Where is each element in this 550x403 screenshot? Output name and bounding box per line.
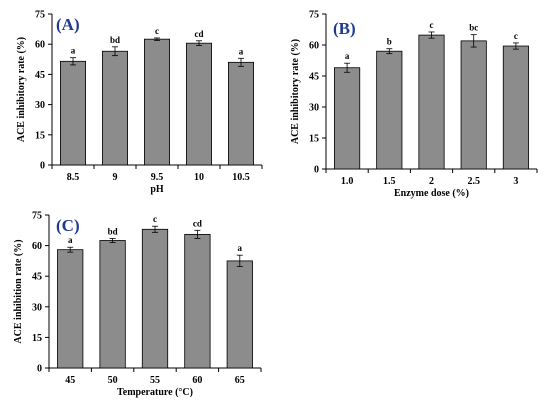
- y-tick-label: 30: [309, 103, 319, 114]
- bar: [60, 60, 87, 166]
- x-tick-label: 50: [108, 375, 118, 386]
- significance-label: a: [68, 235, 73, 245]
- x-axis-title: Temperature (°C): [117, 387, 193, 398]
- y-tick-label: 15: [309, 134, 319, 145]
- significance-label: cd: [195, 29, 204, 39]
- y-tick-label: 60: [32, 241, 42, 252]
- significance-label: c: [430, 20, 434, 30]
- bar: [334, 67, 361, 170]
- y-axis-title: ACE inhibitory rate (%): [290, 39, 301, 144]
- y-tick-label: 30: [32, 302, 42, 313]
- x-tick-label: 2: [429, 176, 434, 187]
- y-tick-label: 0: [40, 161, 45, 172]
- y-tick-label: 15: [35, 130, 45, 141]
- bar: [460, 40, 487, 170]
- significance-label: a: [345, 51, 350, 61]
- bar: [227, 61, 254, 166]
- significance-label: c: [153, 214, 157, 224]
- y-tick-label: 45: [32, 272, 42, 283]
- bar: [502, 45, 529, 170]
- x-tick-label: 65: [235, 375, 245, 386]
- y-tick-label: 45: [309, 72, 319, 83]
- x-tick-label: 10.5: [232, 172, 250, 183]
- bar: [143, 38, 170, 166]
- bar: [184, 233, 211, 369]
- x-tick-label: 8.5: [67, 172, 80, 183]
- y-tick-label: 15: [32, 333, 42, 344]
- x-tick-label: 9: [113, 172, 118, 183]
- x-tick-label: 10: [194, 172, 204, 183]
- x-tick-label: 1.5: [383, 176, 396, 187]
- chart-panel-3: 0 15 30 45 60 75 a 45 bd 50 c 55 cd 60 a 65 Temperature …: [13, 211, 262, 398]
- chart-panel-2: 0 15 30 45 60 75 a 1.0 b 1.5 c 2 bc 2.5 c 3 Enzyme dose …: [290, 10, 538, 199]
- bar: [57, 249, 84, 369]
- bar: [185, 42, 212, 166]
- y-tick-label: 75: [35, 10, 45, 21]
- significance-label: a: [71, 46, 76, 56]
- bar: [141, 228, 169, 369]
- y-tick-label: 0: [314, 165, 319, 176]
- panel-label: (B): [333, 19, 356, 38]
- x-tick-label: 9.5: [151, 172, 164, 183]
- significance-label: c: [155, 26, 159, 36]
- y-axis-title: ACE inhibition rate (%): [13, 239, 24, 343]
- x-tick-label: 3: [513, 176, 518, 187]
- y-tick-label: 60: [35, 40, 45, 51]
- x-tick-label: 1.0: [341, 176, 354, 187]
- significance-label: a: [238, 243, 243, 253]
- bar: [99, 240, 126, 369]
- panel-label: (C): [56, 216, 80, 235]
- bar: [376, 50, 403, 170]
- x-tick-label: 2.5: [467, 176, 480, 187]
- bar: [102, 50, 129, 166]
- y-tick-label: 30: [35, 100, 45, 111]
- significance-label: c: [514, 31, 518, 41]
- significance-label: cd: [193, 218, 202, 228]
- y-tick-label: 75: [309, 10, 319, 21]
- bar: [418, 34, 445, 170]
- x-tick-label: 60: [192, 375, 202, 386]
- panel-label: (A): [56, 15, 80, 34]
- chart-panel-1: 0 15 30 45 60 75 a 8.5 bd 9 c 9.5 cd 10 a 10.5 pH ACE inh…: [16, 10, 263, 195]
- x-tick-label: 45: [65, 375, 75, 386]
- y-axis-title: ACE inhibitory rate (%): [16, 37, 27, 142]
- significance-label: b: [387, 37, 392, 47]
- x-axis-title: pH: [150, 184, 164, 195]
- bar: [226, 260, 253, 369]
- y-tick-label: 75: [32, 211, 42, 222]
- significance-label: bd: [110, 35, 120, 45]
- significance-label: bd: [108, 226, 118, 236]
- x-tick-label: 55: [150, 375, 160, 386]
- significance-label: bc: [469, 23, 478, 33]
- y-tick-label: 0: [37, 364, 42, 375]
- significance-label: a: [239, 46, 244, 56]
- y-tick-label: 45: [35, 70, 45, 81]
- x-axis-title: Enzyme dose (%): [394, 188, 469, 199]
- y-tick-label: 60: [309, 41, 319, 52]
